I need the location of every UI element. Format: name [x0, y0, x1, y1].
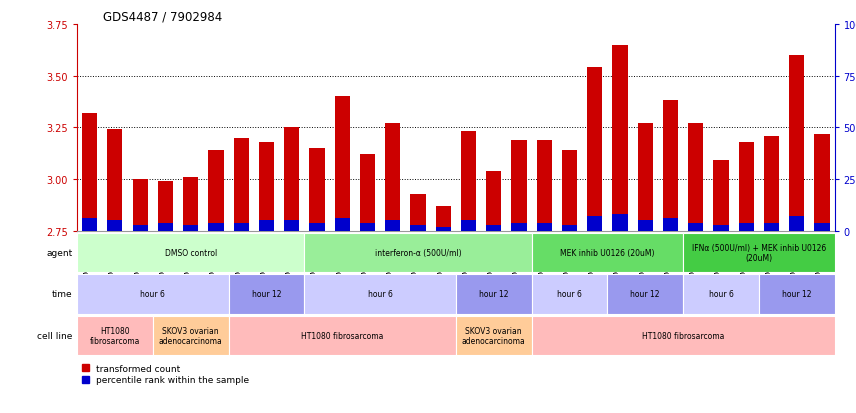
Text: GDS4487 / 7902984: GDS4487 / 7902984: [103, 10, 222, 23]
Bar: [562, 225, 577, 231]
Bar: [455, 275, 532, 314]
Bar: [486, 171, 502, 231]
Bar: [309, 223, 324, 231]
Bar: [208, 223, 223, 231]
Bar: [814, 134, 829, 231]
Text: SKOV3 ovarian
adenocarcinoma: SKOV3 ovarian adenocarcinoma: [159, 326, 223, 345]
Bar: [82, 114, 98, 231]
Bar: [410, 194, 425, 231]
Bar: [532, 233, 683, 273]
Bar: [511, 140, 526, 231]
Bar: [663, 219, 678, 231]
Bar: [107, 130, 122, 231]
Bar: [82, 219, 98, 231]
Bar: [537, 223, 552, 231]
Bar: [758, 275, 835, 314]
Bar: [683, 275, 758, 314]
Bar: [77, 316, 152, 355]
Text: time: time: [52, 290, 73, 299]
Bar: [183, 178, 199, 231]
Text: HT1080 fibrosarcoma: HT1080 fibrosarcoma: [301, 331, 383, 340]
Bar: [461, 132, 476, 231]
Bar: [739, 223, 754, 231]
Bar: [587, 68, 603, 231]
Bar: [152, 316, 229, 355]
Bar: [259, 221, 274, 231]
Bar: [335, 219, 350, 231]
Bar: [511, 223, 526, 231]
Text: hour 6: hour 6: [557, 290, 582, 299]
Bar: [532, 316, 835, 355]
Bar: [208, 151, 223, 231]
Bar: [638, 124, 653, 231]
Bar: [305, 233, 532, 273]
Bar: [229, 316, 455, 355]
Bar: [461, 221, 476, 231]
Text: MEK inhib U0126 (20uM): MEK inhib U0126 (20uM): [560, 249, 655, 257]
Bar: [713, 225, 728, 231]
Text: DMSO control: DMSO control: [164, 249, 217, 257]
Bar: [133, 180, 148, 231]
Text: cell line: cell line: [38, 331, 73, 340]
Bar: [158, 182, 173, 231]
Bar: [234, 138, 249, 231]
Text: hour 6: hour 6: [367, 290, 393, 299]
Bar: [789, 56, 805, 231]
Bar: [410, 225, 425, 231]
Bar: [77, 233, 305, 273]
Text: hour 12: hour 12: [252, 290, 281, 299]
Bar: [789, 217, 805, 231]
Bar: [663, 101, 678, 231]
Text: IFNα (500U/ml) + MEK inhib U0126
(20uM): IFNα (500U/ml) + MEK inhib U0126 (20uM): [692, 243, 826, 263]
Bar: [133, 225, 148, 231]
Bar: [688, 223, 704, 231]
Bar: [436, 227, 451, 231]
Bar: [284, 221, 300, 231]
Bar: [688, 124, 704, 231]
Bar: [683, 233, 835, 273]
Bar: [284, 128, 300, 231]
Bar: [229, 275, 305, 314]
Bar: [739, 142, 754, 231]
Text: SKOV3 ovarian
adenocarcinoma: SKOV3 ovarian adenocarcinoma: [462, 326, 526, 345]
Text: HT1080 fibrosarcoma: HT1080 fibrosarcoma: [642, 331, 724, 340]
Bar: [537, 140, 552, 231]
Bar: [305, 275, 455, 314]
Bar: [612, 215, 627, 231]
Bar: [183, 225, 199, 231]
Text: hour 12: hour 12: [782, 290, 811, 299]
Legend: transformed count, percentile rank within the sample: transformed count, percentile rank withi…: [81, 364, 249, 385]
Bar: [486, 225, 502, 231]
Bar: [360, 155, 375, 231]
Bar: [385, 124, 401, 231]
Bar: [764, 223, 779, 231]
Bar: [360, 223, 375, 231]
Bar: [587, 217, 603, 231]
Text: HT1080
fibrosarcoma: HT1080 fibrosarcoma: [90, 326, 140, 345]
Bar: [77, 275, 229, 314]
Bar: [309, 149, 324, 231]
Bar: [562, 151, 577, 231]
Text: hour 12: hour 12: [631, 290, 660, 299]
Bar: [107, 221, 122, 231]
Bar: [234, 223, 249, 231]
Bar: [436, 206, 451, 231]
Bar: [713, 161, 728, 231]
Bar: [259, 142, 274, 231]
Bar: [385, 221, 401, 231]
Bar: [764, 136, 779, 231]
Bar: [638, 221, 653, 231]
Bar: [814, 223, 829, 231]
Bar: [335, 97, 350, 231]
Text: interferon-α (500U/ml): interferon-α (500U/ml): [375, 249, 461, 257]
Text: hour 6: hour 6: [140, 290, 165, 299]
Bar: [532, 275, 607, 314]
Bar: [612, 45, 627, 231]
Bar: [607, 275, 683, 314]
Text: hour 12: hour 12: [479, 290, 508, 299]
Text: hour 6: hour 6: [709, 290, 734, 299]
Bar: [455, 316, 532, 355]
Text: agent: agent: [46, 249, 73, 257]
Bar: [158, 223, 173, 231]
